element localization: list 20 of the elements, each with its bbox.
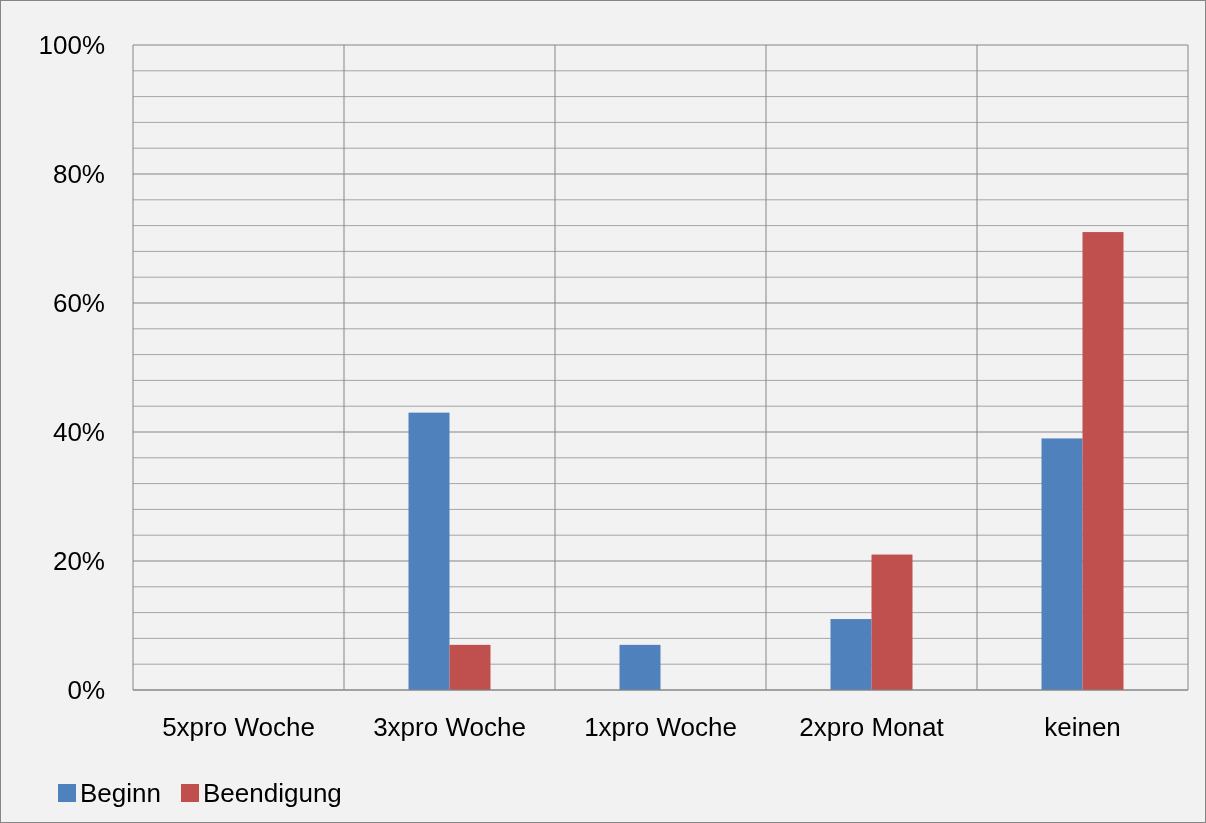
bar xyxy=(1082,232,1124,690)
y-tick-label: 80% xyxy=(52,159,105,190)
y-tick-label: 0% xyxy=(67,675,105,706)
bar xyxy=(1041,438,1083,690)
x-tick-label: 2xpro Monat xyxy=(799,712,945,742)
bar xyxy=(449,644,491,690)
bar xyxy=(408,412,450,690)
bar xyxy=(619,644,661,690)
y-tick-label: 20% xyxy=(52,546,105,577)
x-tick-label: 3xpro Woche xyxy=(373,712,526,742)
y-tick-label: 40% xyxy=(52,417,105,448)
bar xyxy=(830,619,872,690)
x-tick-label: 1xpro Woche xyxy=(584,712,737,742)
legend-label: Beendigung xyxy=(203,778,342,809)
y-tick-label: 100% xyxy=(38,30,105,61)
x-tick-label: 5xpro Woche xyxy=(162,712,315,742)
x-tick-label: keinen xyxy=(1044,712,1121,742)
legend-label: Beginn xyxy=(80,778,161,809)
y-tick-label: 60% xyxy=(52,288,105,319)
bar xyxy=(871,554,913,690)
